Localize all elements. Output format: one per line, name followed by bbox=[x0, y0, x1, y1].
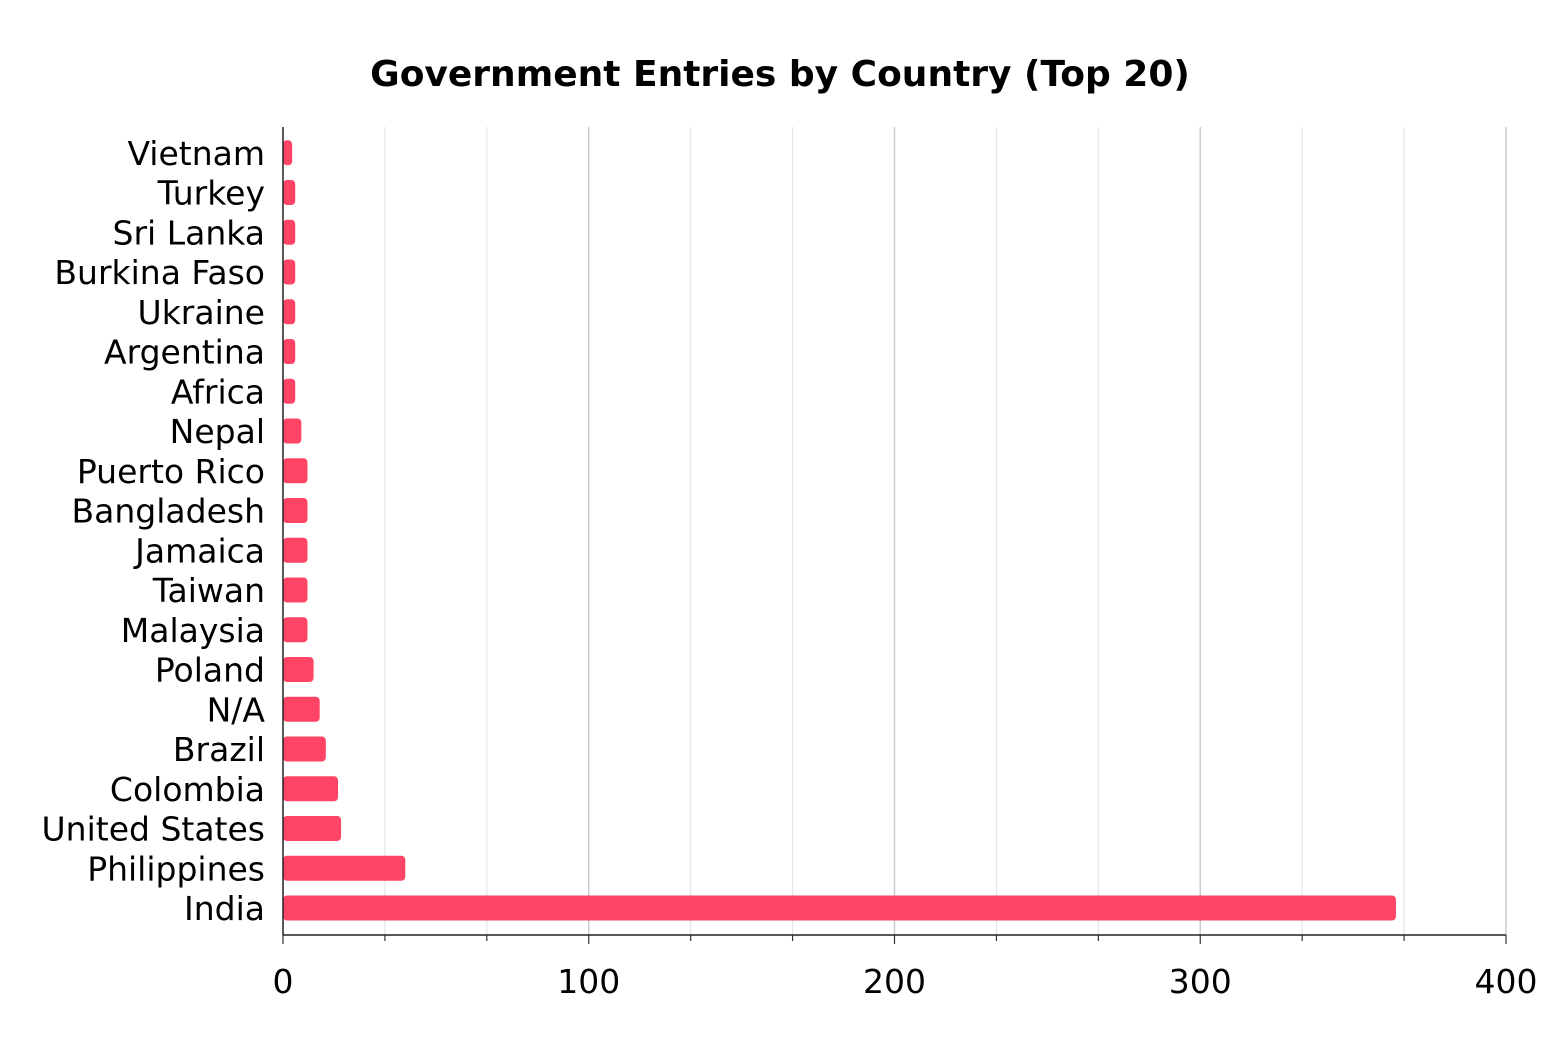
category-label: Ukraine bbox=[138, 293, 265, 332]
category-label: Taiwan bbox=[152, 571, 265, 610]
category-label: Nepal bbox=[170, 412, 265, 451]
bar-turkey bbox=[283, 180, 296, 205]
category-label: India bbox=[184, 889, 265, 928]
category-label: Puerto Rico bbox=[77, 452, 265, 491]
x-tick-label: 100 bbox=[557, 962, 620, 1001]
x-tick-label: 200 bbox=[863, 962, 926, 1001]
x-tick-label: 0 bbox=[273, 962, 294, 1001]
category-label: N/A bbox=[207, 690, 266, 729]
bar-africa bbox=[283, 378, 296, 404]
category-label: Burkina Faso bbox=[54, 253, 265, 292]
bar-poland bbox=[283, 657, 314, 682]
bar-taiwan bbox=[283, 577, 308, 603]
category-label: Turkey bbox=[157, 174, 265, 213]
bar-malaysia bbox=[283, 617, 308, 643]
category-label: Argentina bbox=[104, 333, 265, 372]
bar-brazil bbox=[283, 736, 326, 762]
bar-nepal bbox=[283, 418, 302, 444]
bar-argentina bbox=[283, 339, 296, 364]
category-label: Malaysia bbox=[121, 611, 265, 650]
bar-colombia bbox=[283, 776, 339, 802]
bar-bangladesh bbox=[283, 498, 308, 523]
bar-india bbox=[283, 895, 1396, 921]
bar-jamaica bbox=[283, 537, 308, 563]
bar-n-a bbox=[283, 696, 320, 722]
category-label: Philippines bbox=[87, 849, 265, 888]
category-label: Brazil bbox=[173, 730, 265, 769]
bar-puerto-rico bbox=[283, 458, 308, 484]
x-tick-label: 400 bbox=[1475, 962, 1538, 1001]
category-label: Vietnam bbox=[127, 134, 265, 173]
category-label: United States bbox=[42, 810, 265, 849]
category-label: Africa bbox=[171, 372, 265, 411]
bar-sri-lanka bbox=[283, 219, 296, 245]
bar-philippines bbox=[283, 855, 406, 881]
category-label: Bangladesh bbox=[72, 492, 265, 531]
grid-lines bbox=[384, 127, 1507, 935]
category-label: Colombia bbox=[110, 770, 265, 809]
chart-title: Government Entries by Country (Top 20) bbox=[370, 54, 1190, 95]
bars bbox=[283, 140, 1396, 921]
bar-burkina-faso bbox=[283, 259, 296, 285]
bar-vietnam bbox=[283, 140, 293, 166]
category-label: Jamaica bbox=[133, 531, 265, 570]
x-tick-labels: 0 100 200 300 400 bbox=[273, 962, 1538, 1001]
category-label: Poland bbox=[155, 651, 265, 690]
category-label: Sri Lanka bbox=[113, 213, 265, 252]
x-tick-label: 300 bbox=[1169, 962, 1232, 1001]
bar-ukraine bbox=[283, 299, 296, 325]
bar-united-states bbox=[283, 816, 342, 841]
axes bbox=[282, 127, 1507, 944]
